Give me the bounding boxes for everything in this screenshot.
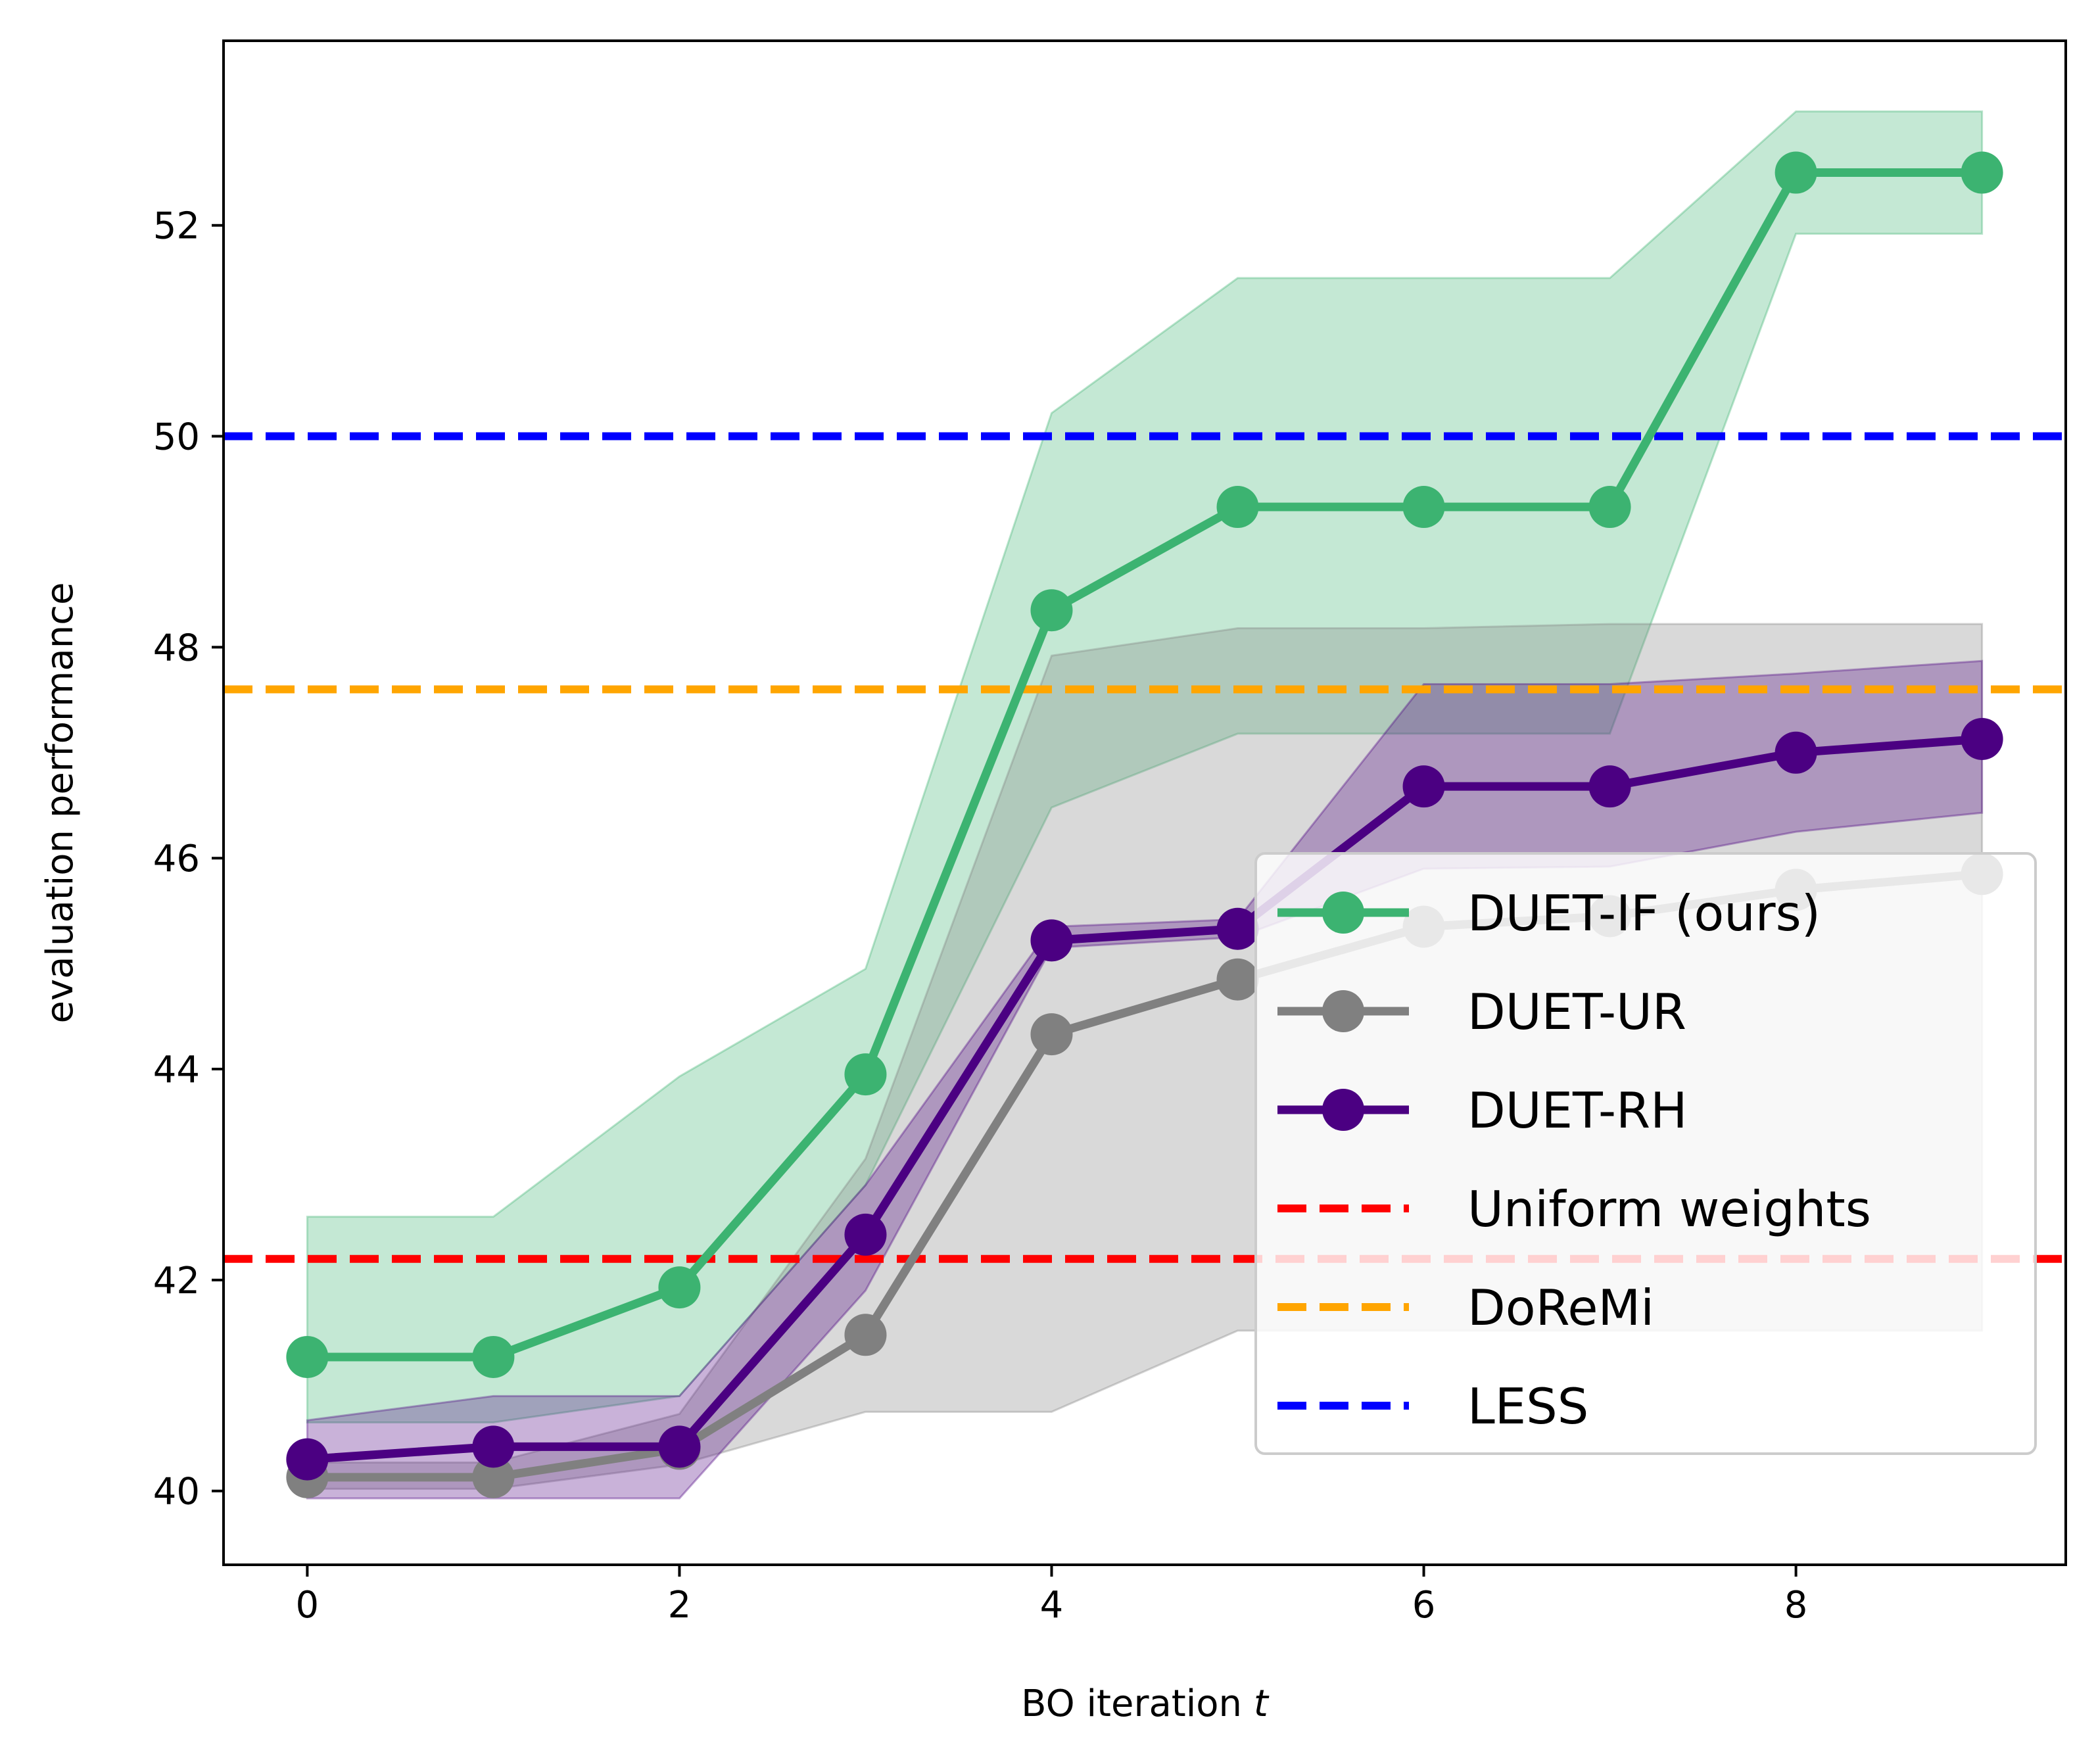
legend-label: Uniform weights <box>1467 1180 1871 1238</box>
band-duet-if-ours <box>306 110 1984 1423</box>
legend-marker <box>1322 990 1364 1032</box>
legend-entry-duet-if-ours: DUET-IF (ours) <box>1277 884 1821 942</box>
legend-entry-duet-ur: DUET-UR <box>1277 983 1686 1041</box>
point-duet-if-ours-1 <box>472 1335 515 1378</box>
point-duet-rh-2 <box>658 1425 701 1468</box>
point-duet-ur-4 <box>1030 1013 1073 1056</box>
legend-label: LESS <box>1467 1377 1588 1435</box>
legend: DUET-IF (ours) DUET-UR DUET-RH Uniform weig… <box>1254 852 2037 1455</box>
legend-entry-duet-rh: DUET-RH <box>1277 1082 1688 1139</box>
legend-entry-less: LESS <box>1277 1377 1588 1435</box>
legend-entry-doremi: DoReMi <box>1277 1279 1654 1337</box>
point-duet-ur-5 <box>1216 958 1259 1001</box>
y-tick-label: 46 <box>153 838 200 880</box>
x-axis-label: BO iteration t <box>1021 1682 1270 1725</box>
x-tick-label: 4 <box>1040 1584 1064 1627</box>
line-duet-rh <box>306 734 1983 1464</box>
line-duet-if-ours <box>307 168 1982 1362</box>
plot-frame <box>222 39 2067 1566</box>
point-duet-rh-4 <box>1030 919 1073 962</box>
point-duet-ur-1 <box>472 1456 515 1498</box>
point-duet-rh-8 <box>1774 731 1817 774</box>
y-axis-label: evaluation performance <box>39 583 82 1024</box>
y-axis-ticks: 40 42 44 46 48 50 52 <box>153 205 224 1514</box>
point-duet-rh-6 <box>1402 765 1445 808</box>
point-duet-if-ours-8 <box>1774 151 1817 194</box>
point-duet-rh-3 <box>844 1213 887 1256</box>
point-duet-if-ours-6 <box>1402 486 1445 529</box>
legend-box <box>1254 852 2037 1455</box>
legend-entry-uniform-weights: Uniform weights <box>1277 1180 1871 1238</box>
x-tick-label: 6 <box>1412 1584 1436 1627</box>
point-duet-if-ours-9 <box>1961 151 2003 194</box>
point-duet-ur-3 <box>844 1314 887 1356</box>
point-duet-if-ours-0 <box>286 1335 329 1378</box>
y-tick-label: 50 <box>153 416 200 459</box>
y-tick-label: 44 <box>153 1049 200 1091</box>
series-duet-if-ours <box>286 151 2003 1378</box>
y-tick-label: 48 <box>153 627 200 669</box>
legend-label: DUET-IF (ours) <box>1467 884 1821 942</box>
point-duet-rh-7 <box>1588 765 1631 808</box>
point-duet-if-ours-4 <box>1030 589 1073 632</box>
point-duet-if-ours-7 <box>1588 486 1631 529</box>
point-duet-if-ours-2 <box>658 1266 701 1309</box>
legend-label: DUET-RH <box>1467 1082 1688 1139</box>
x-tick-label: 0 <box>296 1584 320 1627</box>
point-duet-rh-9 <box>1961 717 2003 760</box>
point-duet-rh-0 <box>286 1438 329 1481</box>
legend-marker <box>1322 1089 1364 1131</box>
legend-label: DUET-UR <box>1467 983 1686 1041</box>
x-axis-ticks: 0 2 4 6 8 <box>296 1565 1808 1627</box>
y-tick-label: 40 <box>153 1471 200 1514</box>
point-duet-rh-5 <box>1216 907 1259 950</box>
point-duet-if-ours-3 <box>844 1053 887 1096</box>
point-duet-rh-1 <box>472 1425 515 1468</box>
legend-marker <box>1322 892 1364 934</box>
y-tick-label: 52 <box>153 205 200 248</box>
point-duet-if-ours-5 <box>1216 486 1259 529</box>
x-tick-label: 2 <box>668 1584 692 1627</box>
x-tick-label: 8 <box>1784 1584 1808 1627</box>
y-tick-label: 42 <box>153 1260 200 1302</box>
series-duet-rh <box>286 717 2003 1481</box>
legend-label: DoReMi <box>1467 1279 1654 1337</box>
